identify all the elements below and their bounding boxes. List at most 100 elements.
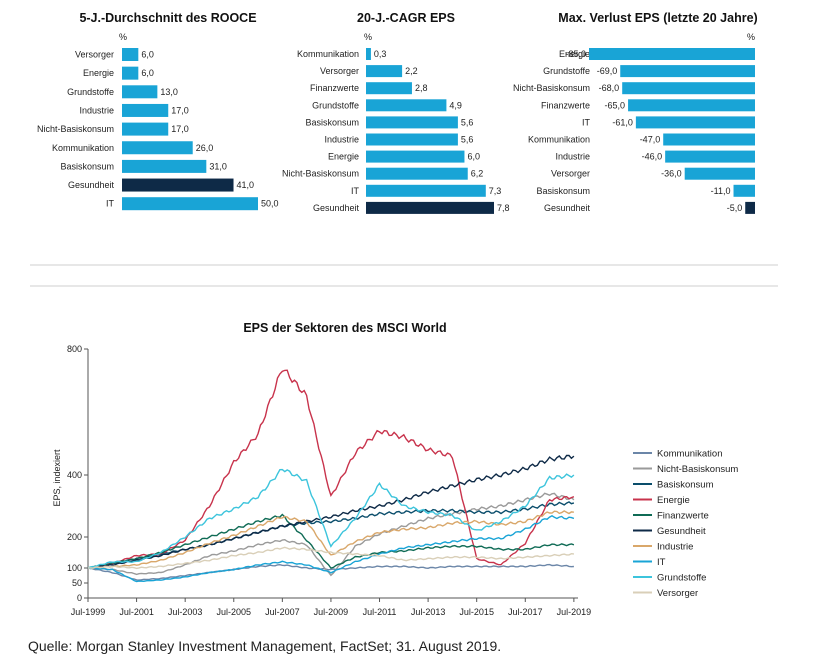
category-label-finanzwerte: Finanzwerte — [310, 83, 359, 93]
data-label-nicht-basiskonsum: 6,2 — [471, 169, 484, 179]
data-label-kommunikation: 26,0 — [196, 143, 214, 153]
category-label-finanzwerte: Finanzwerte — [541, 100, 590, 110]
x-tick-label: Jul-1999 — [71, 607, 106, 617]
data-label-nicht-basiskonsum: 17,0 — [171, 124, 189, 134]
bar-finanzwerte — [366, 82, 412, 95]
bar-versorger — [122, 48, 139, 61]
unit-label-3: % — [747, 32, 755, 42]
category-label-versorger: Versorger — [75, 50, 114, 60]
series-line-finanzwerte — [88, 513, 575, 569]
category-label-industrie: Industrie — [79, 105, 114, 115]
x-tick-label: Jul-2003 — [168, 607, 203, 617]
data-label-energie: 6,0 — [467, 152, 480, 162]
category-label-gesundheit: Gesundheit — [313, 203, 360, 213]
category-label-energie: Energie — [83, 68, 114, 78]
data-label-finanzwerte: 2,8 — [415, 83, 428, 93]
bar-chart-title-1: 5-J.-Durchschnitt des ROOCE — [79, 11, 256, 25]
bar-it — [366, 184, 486, 197]
category-label-basiskonsum: Basiskonsum — [60, 161, 114, 171]
bar-industrie — [665, 150, 755, 163]
bar-grundstoffe — [366, 99, 447, 112]
series-line-versorger — [88, 546, 574, 570]
legend-label-finanzwerte: Finanzwerte — [657, 511, 709, 522]
x-tick-label: Jul-2017 — [508, 607, 543, 617]
bar-basiskonsum — [366, 116, 458, 129]
bar-energie — [122, 66, 139, 80]
legend-label-energie: Energie — [657, 495, 690, 506]
x-tick-label: Jul-2011 — [363, 607, 397, 617]
data-label-finanzwerte: -65,0 — [605, 100, 626, 110]
y-tick-label: 100 — [67, 563, 82, 573]
bar-gesundheit — [745, 201, 755, 214]
data-label-grundstoffe: 4,9 — [449, 100, 462, 110]
y-axis-label: EPS, indexiert — [52, 449, 62, 507]
series-line-kommunikation — [88, 563, 574, 581]
series-line-energie — [87, 369, 575, 569]
x-tick-label: Jul-2001 — [119, 607, 154, 617]
x-tick-label: Jul-2009 — [314, 607, 349, 617]
data-label-energie: -85,0 — [565, 49, 586, 59]
series-line-grundstoffe — [87, 468, 575, 569]
data-label-grundstoffe: 13,0 — [160, 87, 178, 97]
legend-label-nicht-basiskonsum: Nicht-Basiskonsum — [657, 464, 738, 475]
bar-basiskonsum — [733, 184, 755, 197]
data-label-gesundheit: 7,8 — [497, 203, 510, 213]
y-tick-label: 50 — [72, 578, 82, 588]
data-label-industrie: 5,6 — [461, 135, 474, 145]
series-line-gesundheit — [87, 454, 575, 569]
data-label-nicht-basiskonsum: -68,0 — [599, 83, 620, 93]
series-line-it — [87, 514, 575, 583]
data-label-industrie: -46,0 — [642, 152, 663, 162]
bar-industrie — [122, 103, 169, 117]
bar-finanzwerte — [628, 99, 755, 112]
x-tick-label: Jul-2015 — [459, 607, 494, 617]
legend-label-basiskonsum: Basiskonsum — [657, 480, 714, 491]
legend-label-industrie: Industrie — [657, 542, 693, 553]
category-label-energie: Energie — [328, 152, 359, 162]
bar-nicht-basiskonsum — [366, 167, 468, 180]
category-label-gesundheit: Gesundheit — [68, 180, 115, 190]
series-line-industrie — [87, 510, 574, 569]
data-label-versorger: 6,0 — [141, 50, 154, 60]
category-label-kommunikation: Kommunikation — [528, 135, 590, 145]
category-label-industrie: Industrie — [555, 152, 590, 162]
category-label-basiskonsum: Basiskonsum — [536, 186, 590, 196]
bar-nicht-basiskonsum — [122, 122, 169, 136]
y-tick-label: 400 — [67, 470, 82, 480]
bar-versorger — [366, 65, 403, 78]
category-label-grundstoffe: Grundstoffe — [543, 66, 590, 76]
bar-gesundheit — [122, 178, 234, 192]
data-label-it: 7,3 — [489, 186, 502, 196]
data-label-industrie: 17,0 — [171, 105, 189, 115]
category-label-nicht-basiskonsum: Nicht-Basiskonsum — [513, 83, 590, 93]
bar-industrie — [366, 133, 458, 146]
line-chart-title: EPS der Sektoren des MSCI World — [243, 321, 446, 335]
category-label-nicht-basiskonsum: Nicht-Basiskonsum — [37, 124, 114, 134]
bar-nicht-basiskonsum — [622, 82, 755, 95]
bar-kommunikation — [663, 133, 755, 146]
bar-grundstoffe — [620, 65, 755, 78]
category-label-industrie: Industrie — [324, 135, 359, 145]
x-tick-label: Jul-2005 — [216, 607, 251, 617]
legend-label-kommunikation: Kommunikation — [657, 449, 722, 460]
category-label-versorger: Versorger — [320, 66, 359, 76]
data-label-energie: 6,0 — [141, 68, 154, 78]
legend-label-grundstoffe: Grundstoffe — [657, 573, 706, 584]
data-label-kommunikation: -47,0 — [640, 135, 661, 145]
x-tick-label: Jul-2019 — [557, 607, 592, 617]
category-label-gesundheit: Gesundheit — [544, 203, 591, 213]
data-label-it: 50,0 — [261, 199, 279, 209]
category-label-kommunikation: Kommunikation — [297, 49, 359, 59]
bar-kommunikation — [366, 48, 371, 60]
category-label-it: IT — [106, 199, 115, 209]
data-label-basiskonsum: 5,6 — [461, 117, 474, 127]
unit-label-2: % — [364, 32, 372, 42]
category-label-it: IT — [582, 117, 591, 127]
data-label-basiskonsum: -11,0 — [711, 186, 731, 196]
bar-energie — [589, 48, 755, 60]
bar-chart-title-3: Max. Verlust EPS (letzte 20 Jahre) — [558, 11, 757, 25]
unit-label-1: % — [119, 32, 127, 42]
y-tick-label: 200 — [67, 532, 82, 542]
category-label-grundstoffe: Grundstoffe — [312, 100, 359, 110]
x-tick-label: Jul-2007 — [265, 607, 300, 617]
